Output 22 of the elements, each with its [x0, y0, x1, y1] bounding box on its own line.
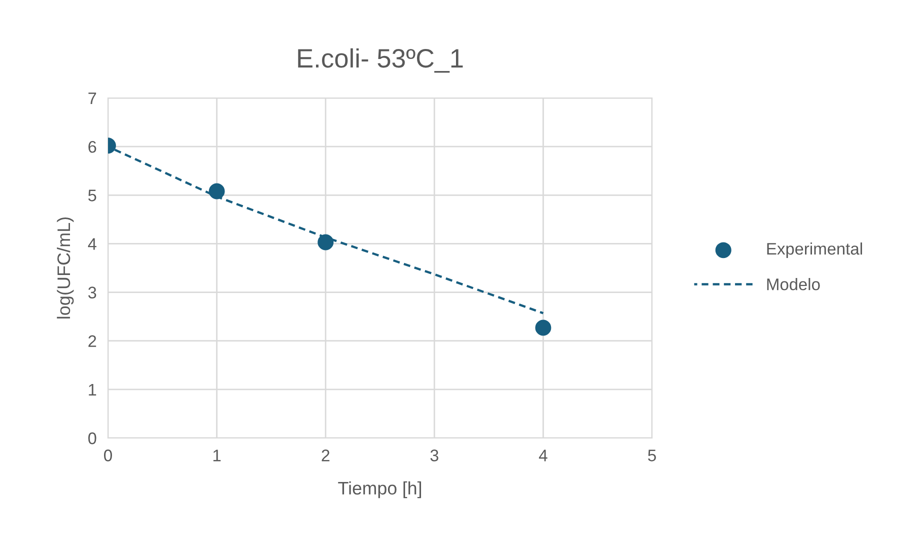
y-tick-label: 1 — [88, 384, 96, 396]
chart-title: E.coli- 53ºC_1 — [298, 48, 463, 73]
x-tick-label: 3 — [430, 450, 438, 462]
x-tick-label: 2 — [322, 450, 330, 462]
y-tick-label: 2 — [88, 335, 96, 347]
x-tick-label: 0 — [104, 450, 112, 462]
y-tick-label: 6 — [88, 140, 96, 153]
legend-label: Experimental — [767, 242, 862, 258]
y-tick-label: 4 — [88, 238, 96, 250]
y-tick-label: 0 — [88, 432, 96, 444]
x-tick-label: 1 — [213, 450, 221, 462]
y-tick-label: 3 — [88, 286, 96, 298]
point — [535, 320, 552, 336]
point — [208, 183, 225, 200]
y-tick-label: 7 — [88, 92, 96, 104]
x-tick-label: 5 — [648, 450, 656, 462]
y-tick-label: 5 — [88, 190, 96, 202]
legend-label: Modelo — [767, 278, 820, 290]
x-axis-title: Tiempo [h] — [338, 481, 422, 498]
point — [318, 234, 334, 250]
y-axis-title: log(UFC/mL) — [56, 217, 74, 318]
x-tick-label: 4 — [538, 450, 548, 462]
